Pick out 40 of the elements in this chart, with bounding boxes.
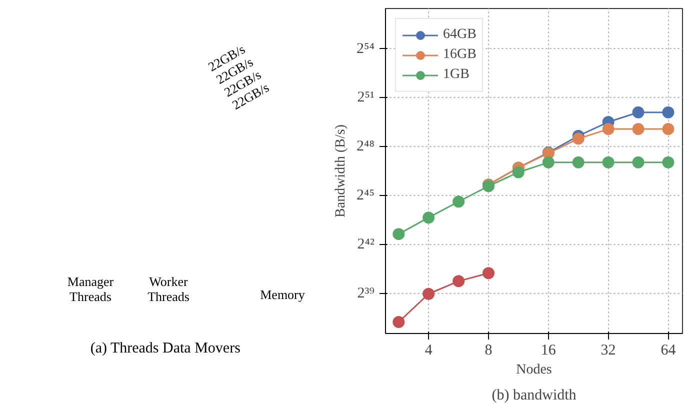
legend-label: 1GB <box>443 67 470 83</box>
x-tick-label: 64 <box>660 342 676 358</box>
text: Manager Threads <box>67 274 114 304</box>
y-tick-label: 2⁴⁵ <box>356 188 375 204</box>
point <box>572 132 584 145</box>
text: Worker Threads <box>148 274 190 304</box>
point <box>392 228 405 240</box>
x-tick-label: 16 <box>540 342 556 358</box>
point <box>542 156 554 168</box>
point <box>392 316 405 328</box>
point <box>602 156 614 168</box>
point <box>602 123 614 136</box>
y-tick-label: 2⁴² <box>357 236 376 252</box>
point <box>662 156 674 168</box>
point <box>452 196 465 208</box>
text: (b) bandwidth <box>492 388 577 404</box>
y-tick-label: 2⁴⁸ <box>356 138 375 155</box>
x-tick-label: 8 <box>484 342 492 358</box>
text: (a) Threads Data Movers <box>90 340 241 356</box>
x-tick-label: 32 <box>600 342 616 358</box>
y-tick-label: 2⁵¹ <box>357 90 375 106</box>
point <box>572 156 584 168</box>
point <box>422 212 435 224</box>
y-tick-label: 2³⁹ <box>357 285 375 302</box>
point <box>632 156 644 168</box>
point <box>422 288 435 300</box>
point <box>512 166 524 178</box>
point <box>482 267 494 280</box>
y-tick-label: 2⁵⁴ <box>356 40 375 57</box>
x-axis-title: Nodes <box>516 362 552 378</box>
point <box>662 123 674 136</box>
point <box>632 123 644 136</box>
legend-label: 64GB <box>443 27 476 43</box>
text: Memory <box>260 286 306 302</box>
legend-label: 16GB <box>443 47 476 63</box>
x-tick-label: 4 <box>424 342 433 358</box>
point <box>662 106 674 118</box>
point <box>632 106 644 118</box>
y-axis-title: Bandwidth (B/s) <box>334 124 349 218</box>
point <box>452 275 465 288</box>
